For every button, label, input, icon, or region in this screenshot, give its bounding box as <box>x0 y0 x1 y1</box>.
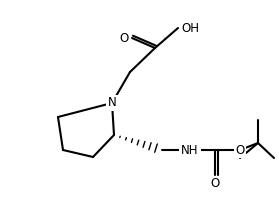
Text: N: N <box>108 97 116 110</box>
Text: NH: NH <box>181 144 199 157</box>
Text: OH: OH <box>181 22 199 34</box>
Text: O: O <box>120 32 129 45</box>
Text: O: O <box>210 177 220 190</box>
Text: O: O <box>235 144 245 157</box>
